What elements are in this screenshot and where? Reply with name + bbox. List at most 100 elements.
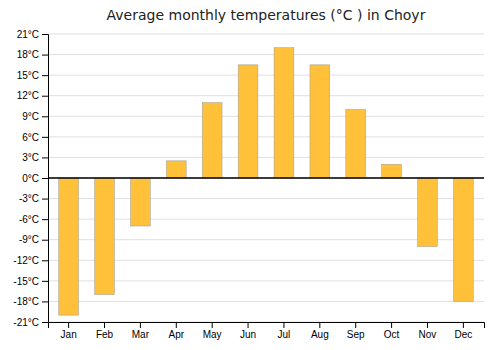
grid-line [48,178,484,179]
x-tick: Dec [454,322,472,340]
y-tick-mark [42,96,48,97]
bar [453,178,473,301]
title: Average monthly temperatures (°C ) in Ch… [107,7,426,23]
y-tick: -3°C [19,193,48,204]
x-tick-label: Oct [384,329,400,340]
y-tick: 12°C [17,90,48,101]
x-tick: Mar [132,322,150,340]
y-tick: -6°C [19,214,48,225]
y-tick-mark [42,137,48,138]
y-tick-mark [42,178,48,179]
x-tick-label: May [203,329,222,340]
x-tick: May [203,322,222,340]
x-tick-mark [319,322,320,328]
y-axis: -21°C-18°C-15°C-12°C-9°C-6°C-3°C0°C3°C6°… [13,29,48,328]
bar [95,178,115,295]
y-tick-label: -21°C [13,317,39,328]
y-tick-label: 9°C [22,111,39,122]
zero-line [48,177,484,179]
y-tick: -15°C [13,276,48,287]
grid-line [48,95,484,96]
y-tick-label: 0°C [22,173,39,184]
y-tick-mark [42,281,48,282]
y-tick: 21°C [17,29,48,40]
x-tick-mark [104,322,105,328]
x-tick-mark [283,322,284,328]
x-tick-label: Sep [347,329,365,340]
x-tick: Jan [61,322,77,340]
y-tick-label: -6°C [19,214,39,225]
y-tick-label: 12°C [17,90,39,101]
y-tick-label: -9°C [19,234,39,245]
bar [274,48,294,178]
grid-line [48,34,484,35]
x-tick-label: Jan [61,329,77,340]
x-tick-mark [176,322,177,328]
x-tick-label: Aug [311,329,329,340]
x-tick-label: Jun [240,329,256,340]
y-tick-mark [42,219,48,220]
y-tick: 3°C [22,152,48,163]
x-tick: Aug [311,322,329,340]
x-tick-label: Apr [169,329,185,340]
x-tick-mark [463,322,464,328]
y-tick-mark [42,240,48,241]
bar [418,178,438,247]
y-tick-label: 15°C [17,70,39,81]
bar [238,65,258,178]
y-tick-mark [42,75,48,76]
y-tick: -18°C [13,296,48,307]
grid [48,34,484,322]
grid-line [48,136,484,137]
grid-line [48,157,484,158]
y-tick-label: 3°C [22,152,39,163]
y-tick-label: 18°C [17,49,39,60]
y-tick: -21°C [13,317,48,328]
y-tick-mark [42,199,48,200]
x-tick: Jun [240,322,256,340]
y-tick-mark [42,34,48,35]
chart-container: -21°C-18°C-15°C-12°C-9°C-6°C-3°C0°C3°C6°… [0,0,500,350]
x-axis-line [49,323,485,329]
y-tick-mark [42,157,48,158]
chart: -21°C-18°C-15°C-12°C-9°C-6°C-3°C0°C3°C6°… [0,0,500,350]
y-tick-label: -12°C [13,255,39,266]
bar [346,109,366,178]
y-tick: 15°C [17,70,48,81]
y-tick-mark [42,116,48,117]
bar [59,178,79,315]
grid-line [48,54,484,55]
y-tick-mark [42,301,48,302]
y-tick-mark [42,55,48,56]
y-tick: -12°C [13,255,48,266]
grid-line [48,301,484,302]
y-tick: 0°C [22,173,48,184]
x-tick: Feb [96,322,114,340]
bar [202,103,222,178]
grid-line [48,75,484,76]
bar [310,65,330,178]
x-tick-label: Nov [419,329,437,340]
grid-line [48,116,484,117]
x-tick: Sep [347,322,365,340]
x-tick-label: Jul [278,329,291,340]
x-tick-label: Dec [454,329,472,340]
x-tick-label: Mar [132,329,150,340]
x-tick-mark [427,322,428,328]
plot: -21°C-18°C-15°C-12°C-9°C-6°C-3°C0°C3°C6°… [13,29,484,340]
bar [166,161,186,178]
y-tick-label: -18°C [13,296,39,307]
x-axis: Jan Feb Mar Apr May Jun Jul Aug Sep Oct Nov Dec [49,322,485,340]
x-tick-mark [68,322,69,328]
x-tick-mark [355,322,356,328]
x-tick: Apr [169,322,185,340]
x-tick-label: Feb [96,329,114,340]
bars [59,48,473,315]
y-tick-mark [42,322,48,323]
y-tick-label: 21°C [17,29,39,40]
bar [382,164,402,178]
x-tick: Oct [384,322,400,340]
x-tick: Nov [419,322,437,340]
y-axis-line [42,35,49,323]
y-tick: 18°C [17,49,48,60]
